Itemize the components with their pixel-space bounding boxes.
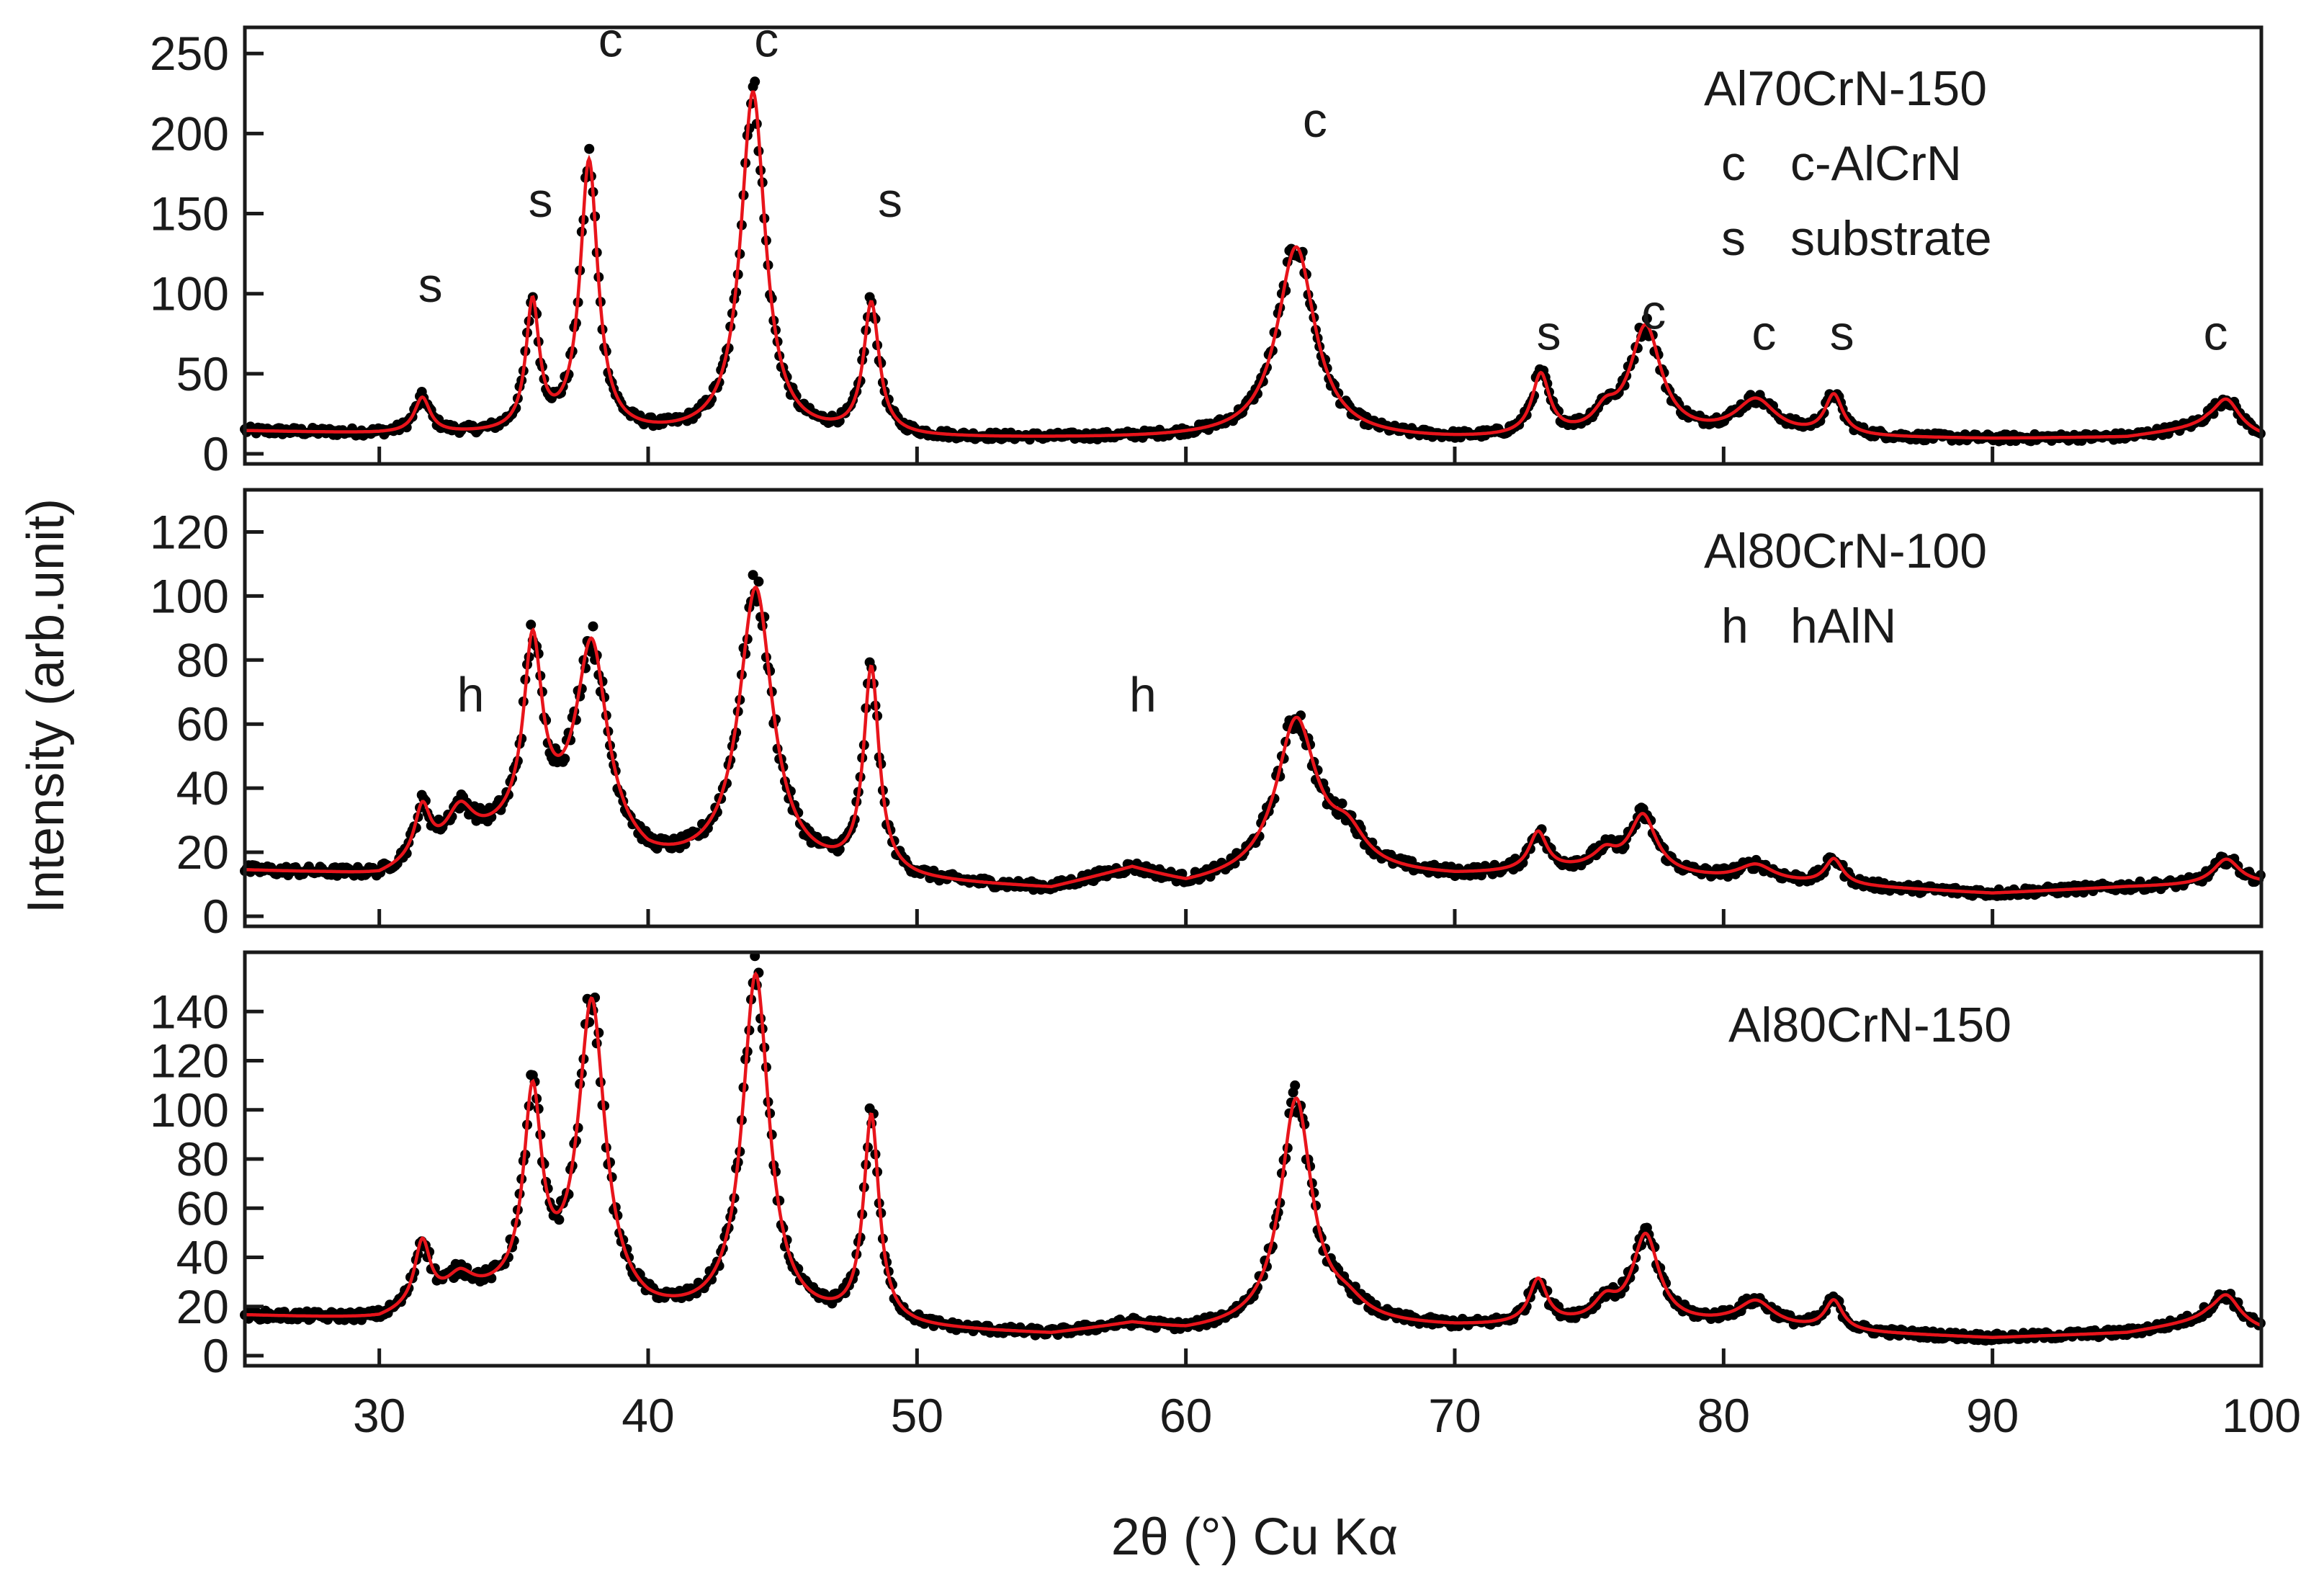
legend-symbol: s (1721, 211, 1746, 266)
x-tick-label: 70 (1428, 1389, 1481, 1442)
legend-symbol: c (1721, 136, 1746, 191)
x-axis-title: 2θ (°) Cu Kα (1111, 1508, 1399, 1566)
legend-text: hAlN (1790, 599, 1896, 653)
y-tick-label: 80 (176, 1132, 229, 1186)
peak-label: c (754, 13, 779, 68)
peak-label: h (457, 667, 485, 722)
data-point (588, 621, 598, 632)
legend-text: c-AlCrN (1790, 136, 1962, 191)
y-tick-label: 140 (150, 985, 229, 1038)
x-tick-label: 40 (622, 1389, 674, 1442)
x-tick-label: 30 (353, 1389, 405, 1442)
panel-3-fit-line (244, 971, 2262, 1339)
peak-label: s (1830, 306, 1854, 361)
y-tick-label: 40 (176, 1231, 229, 1284)
peak-label: s (418, 258, 443, 313)
legend-symbol: h (1721, 599, 1749, 653)
peak-label: c (1751, 306, 1776, 361)
peak-label: s (529, 173, 553, 228)
y-tick-label: 150 (150, 187, 229, 241)
peak-label: h (1129, 667, 1157, 722)
peak-label: c (1641, 285, 1666, 340)
peak-label: c (1303, 93, 1327, 148)
y-tick-label: 0 (202, 890, 229, 943)
panel-1-title: Al70CrN-150 (1704, 61, 1987, 116)
y-tick-label: 40 (176, 761, 229, 815)
data-point (584, 143, 595, 154)
peak-label: c (2204, 306, 2228, 361)
x-tick-label: 100 (2222, 1389, 2301, 1442)
data-point (753, 576, 764, 587)
peak-label: s (878, 173, 902, 228)
panel-2-data-points (240, 570, 2266, 901)
x-tick-label: 60 (1159, 1389, 1212, 1442)
data-point (1290, 1080, 1301, 1091)
y-tick-label: 20 (176, 825, 229, 879)
y-tick-label: 60 (176, 697, 229, 751)
x-tick-label: 80 (1697, 1389, 1750, 1442)
panel-2-title: Al80CrN-100 (1704, 524, 1987, 578)
data-point (526, 619, 537, 630)
y-tick-label: 100 (150, 1083, 229, 1137)
data-point (840, 1288, 851, 1299)
legend-text: substrate (1790, 211, 1992, 266)
peak-label: s (1537, 306, 1561, 361)
y-tick-label: 0 (202, 1329, 229, 1382)
y-tick-label: 120 (150, 505, 229, 558)
y-tick-label: 200 (150, 107, 229, 160)
data-point (750, 76, 761, 87)
y-tick-label: 100 (150, 569, 229, 622)
data-point (748, 570, 758, 581)
panel-3-title: Al80CrN-150 (1728, 998, 2011, 1052)
y-tick-label: 20 (176, 1280, 229, 1333)
data-point (1337, 798, 1347, 809)
y-tick-label: 50 (176, 347, 229, 401)
data-point (1641, 313, 1652, 324)
x-tick-label: 50 (891, 1389, 943, 1442)
panel-2-fit-line (245, 585, 2262, 895)
peak-label: c (598, 13, 623, 68)
y-tick-label: 120 (150, 1034, 229, 1088)
y-tick-label: 250 (150, 27, 229, 80)
panel-2-frame (243, 488, 2264, 929)
panel-1-frame (243, 25, 2264, 466)
panel-1-fit-line (245, 90, 2262, 440)
y-tick-label: 80 (176, 633, 229, 686)
data-point (560, 753, 570, 764)
x-tick-label: 90 (1966, 1389, 2019, 1442)
y-tick-label: 100 (150, 267, 229, 321)
y-tick-label: 0 (202, 427, 229, 480)
data-point (554, 1214, 565, 1225)
y-axis-title: Intensity (arb.unit) (17, 498, 75, 913)
y-tick-label: 60 (176, 1181, 229, 1235)
